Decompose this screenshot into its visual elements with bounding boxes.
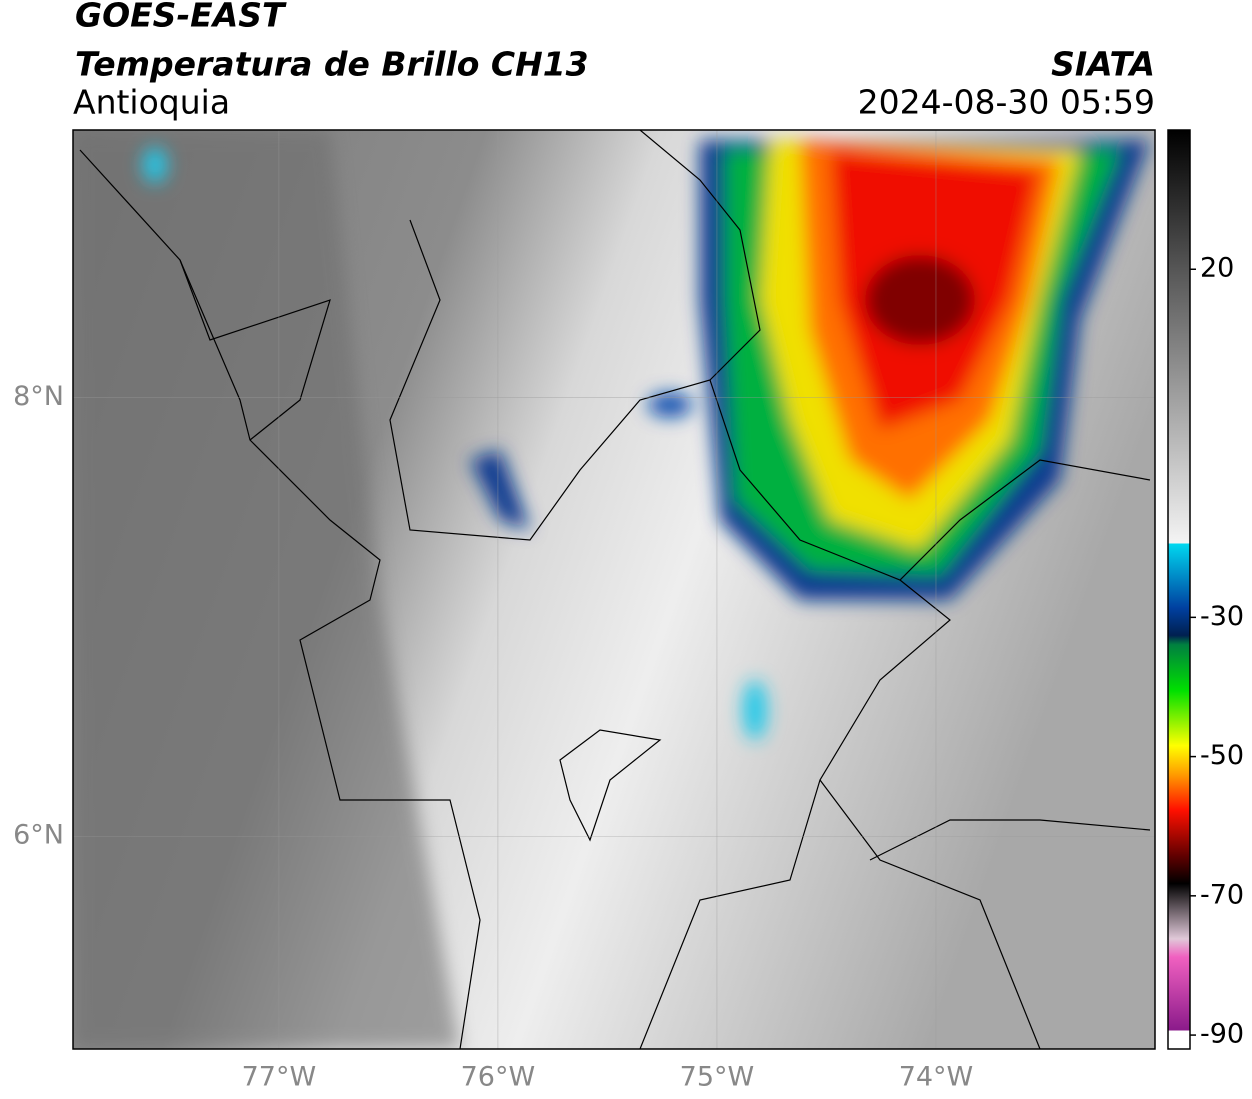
- region: Antioquia: [73, 83, 230, 122]
- x-tick-label: 76°W: [461, 1062, 536, 1093]
- timestamp: 2024-08-30 05:59: [858, 83, 1155, 122]
- colorbar-tick-label: -90: [1200, 1019, 1244, 1050]
- colorbar-tick-label: -50: [1200, 740, 1244, 771]
- map-frame: [72, 129, 1156, 1050]
- colorbar-tick-label: 20: [1200, 253, 1234, 284]
- colorbar-tick-label: -70: [1200, 879, 1244, 910]
- subtitle: Temperatura de Brillo CH13: [75, 45, 589, 84]
- x-tick-label: 77°W: [242, 1062, 317, 1093]
- map-image: [73, 130, 1155, 1049]
- source: SIATA: [1051, 45, 1155, 84]
- x-tick-label: 75°W: [680, 1062, 755, 1093]
- grid: [73, 130, 1155, 1049]
- y-tick-label: 6°N: [13, 820, 64, 851]
- x-tick-label: 74°W: [899, 1062, 974, 1093]
- y-tick-label: 8°N: [13, 381, 64, 412]
- colorbar: [1167, 129, 1191, 1050]
- colorbar-tick-label: -30: [1200, 601, 1244, 632]
- title: GOES-EAST: [75, 0, 287, 35]
